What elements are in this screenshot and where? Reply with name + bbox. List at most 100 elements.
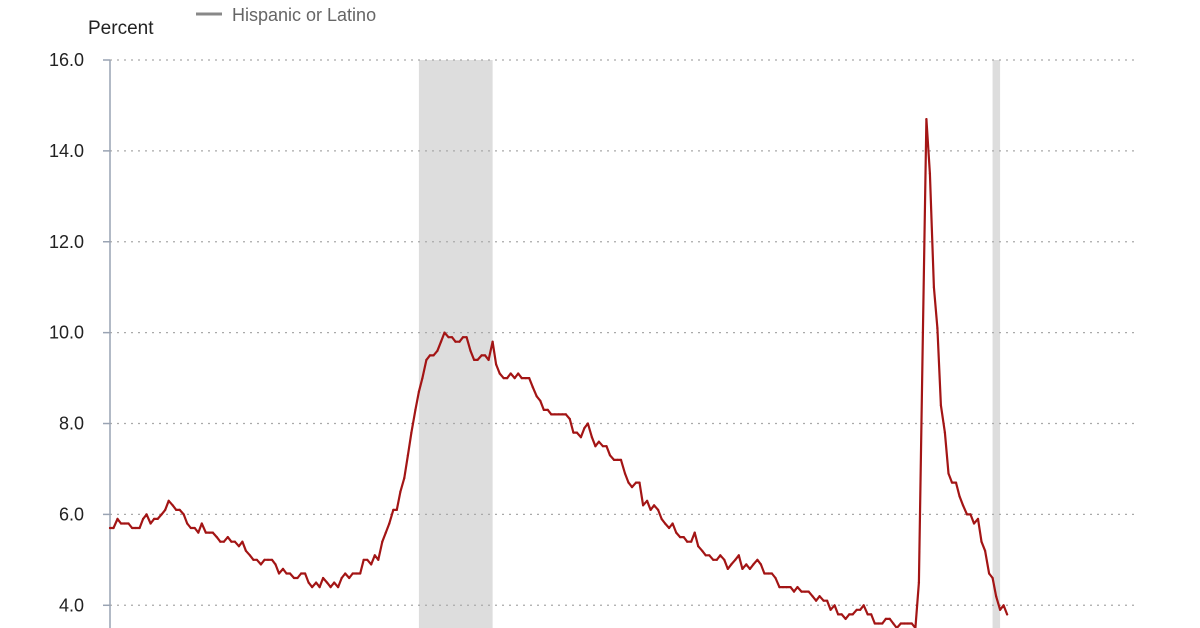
data-point xyxy=(171,504,174,507)
data-point xyxy=(697,545,700,548)
data-point xyxy=(292,576,296,580)
data-point xyxy=(961,504,965,507)
data-point xyxy=(528,377,531,380)
data-point xyxy=(134,526,137,530)
data-point xyxy=(160,513,163,516)
legend-label-hispanic-or-latino[interactable]: Hispanic or Latino xyxy=(232,5,376,25)
data-point xyxy=(748,567,752,571)
data-point xyxy=(925,118,928,121)
y-tick-label: 10.0 xyxy=(49,323,84,343)
data-point xyxy=(520,377,523,380)
legend[interactable]: Hispanic or Latino xyxy=(196,5,376,25)
shaded-period-2 xyxy=(992,60,1001,628)
data-point xyxy=(686,540,689,543)
data-point xyxy=(244,549,247,552)
data-point xyxy=(259,563,262,566)
data-point xyxy=(954,481,958,484)
data-point xyxy=(642,504,645,507)
data-point xyxy=(399,490,402,493)
data-point xyxy=(164,508,167,511)
data-point xyxy=(395,508,398,511)
data-point xyxy=(112,526,115,530)
data-point xyxy=(450,336,454,339)
data-point xyxy=(822,599,825,602)
data-point xyxy=(737,554,740,557)
data-point xyxy=(664,522,667,525)
data-point xyxy=(222,540,225,543)
data-point xyxy=(241,540,244,543)
data-point xyxy=(715,558,718,561)
data-point xyxy=(200,522,203,525)
data-point xyxy=(498,372,501,375)
data-point xyxy=(145,513,148,516)
data-point xyxy=(274,563,277,566)
data-point xyxy=(888,617,891,621)
data-point xyxy=(579,436,583,439)
data-point xyxy=(138,526,141,530)
data-point xyxy=(208,531,211,534)
data-point xyxy=(818,595,821,598)
data-point xyxy=(204,531,207,534)
data-point xyxy=(123,522,126,525)
data-point xyxy=(616,458,619,461)
data-point xyxy=(921,331,925,334)
data-point xyxy=(851,613,854,616)
data-point xyxy=(182,513,185,516)
data-point xyxy=(542,408,545,411)
data-point xyxy=(917,581,921,584)
data-point xyxy=(928,172,932,175)
data-point xyxy=(575,431,579,434)
y-axis-ticks: 16.0 14.0 12.0 10.0 8.0 6.0 4.0 xyxy=(49,50,110,615)
data-point xyxy=(815,599,818,602)
data-point xyxy=(230,540,233,543)
data-point xyxy=(359,572,362,575)
data-point xyxy=(119,522,123,525)
data-point xyxy=(995,595,998,598)
data-point xyxy=(988,572,991,575)
data-point xyxy=(829,608,832,611)
data-point xyxy=(781,586,785,589)
data-point xyxy=(605,445,608,448)
y-tick-label: 6.0 xyxy=(59,504,84,524)
data-point xyxy=(763,572,766,575)
data-point xyxy=(862,604,865,607)
data-point xyxy=(326,581,329,584)
data-point xyxy=(439,340,443,343)
data-point xyxy=(991,576,994,580)
data-point xyxy=(329,586,332,589)
data-point xyxy=(281,567,285,571)
data-point xyxy=(373,554,376,557)
data-point xyxy=(630,486,634,489)
data-point xyxy=(932,286,936,289)
data-point xyxy=(660,517,663,521)
data-point xyxy=(270,558,274,561)
data-point xyxy=(406,454,409,457)
recession-shading xyxy=(418,60,1001,628)
data-point xyxy=(984,549,987,552)
data-point xyxy=(502,377,505,380)
data-point xyxy=(668,526,671,530)
data-point xyxy=(734,558,737,561)
data-point xyxy=(432,354,435,357)
data-point xyxy=(903,622,906,625)
data-point xyxy=(285,572,288,575)
data-point xyxy=(428,354,431,357)
data-point xyxy=(366,558,369,561)
data-point xyxy=(745,563,748,566)
data-point xyxy=(623,472,627,475)
data-point xyxy=(730,563,733,566)
data-point xyxy=(646,499,649,502)
data-point xyxy=(726,567,729,571)
data-point xyxy=(597,440,601,443)
data-point xyxy=(553,413,556,416)
data-point xyxy=(233,540,236,543)
data-point xyxy=(778,586,781,589)
data-point xyxy=(803,590,807,593)
data-point xyxy=(344,572,347,575)
data-point xyxy=(1006,613,1009,616)
data-point xyxy=(491,340,494,343)
data-point xyxy=(414,408,417,411)
data-point xyxy=(807,590,810,593)
data-point xyxy=(877,622,880,625)
data-point xyxy=(539,399,542,402)
